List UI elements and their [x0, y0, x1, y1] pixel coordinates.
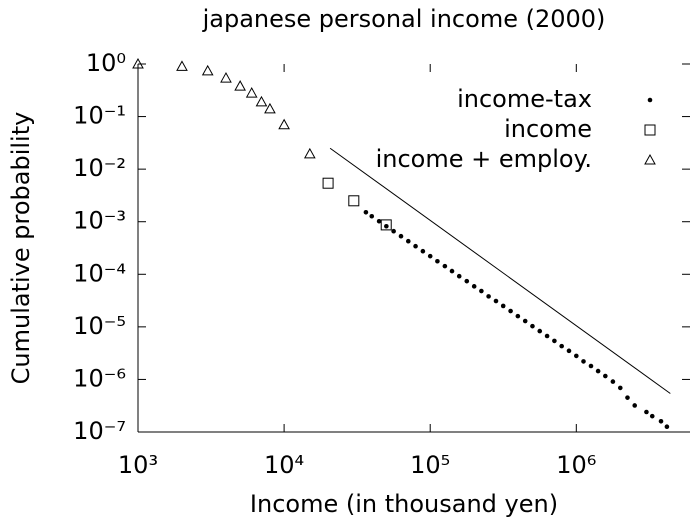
y-tick-label: 10⁻² — [73, 154, 126, 182]
data-point — [245, 87, 258, 98]
data-point — [471, 284, 477, 289]
data-point — [201, 64, 214, 76]
data-point — [220, 72, 232, 83]
data-point — [456, 273, 462, 279]
x-tick-label: 10⁵ — [410, 451, 450, 479]
y-axis-label: Cumulative probability — [7, 112, 35, 385]
data-point — [405, 238, 411, 244]
data-point — [530, 323, 535, 329]
data-point — [493, 298, 499, 304]
data-point — [435, 258, 440, 264]
y-tick-label: 10⁰ — [86, 49, 126, 77]
data-point — [264, 102, 276, 114]
data-point — [566, 348, 572, 354]
data-point — [363, 210, 369, 215]
data-point — [376, 218, 382, 224]
data-point — [132, 57, 144, 69]
data-point — [380, 219, 392, 231]
data-point — [610, 379, 616, 384]
data-point — [486, 294, 491, 299]
data-point — [632, 403, 638, 408]
data-point — [644, 409, 649, 415]
data-point — [500, 303, 506, 309]
x-tick-label: 10³ — [118, 451, 158, 479]
data-point — [420, 248, 426, 254]
legend-marker — [644, 124, 656, 136]
legend-label: income + employ. — [376, 145, 592, 173]
x-axis-label: Income (in thousand yen) — [250, 490, 558, 518]
data-point — [515, 313, 521, 319]
x-tick-label: 10⁶ — [556, 451, 596, 479]
data-point — [537, 328, 543, 334]
data-point — [176, 60, 188, 71]
data-point — [552, 338, 557, 344]
y-tick-label: 10⁻³ — [73, 207, 126, 235]
legend-marker — [647, 97, 653, 103]
data-point — [595, 368, 601, 374]
data-point — [303, 147, 316, 159]
data-point — [479, 288, 484, 294]
legend-label: income-tax — [457, 85, 592, 113]
data-point — [255, 95, 268, 107]
data-point — [427, 253, 433, 259]
data-point — [581, 359, 586, 364]
data-point — [658, 418, 664, 424]
data-point — [649, 413, 655, 419]
data-point — [464, 278, 470, 284]
y-tick-label: 10⁻⁵ — [73, 312, 126, 340]
data-point — [413, 243, 418, 249]
data-point — [544, 333, 550, 339]
data-point — [322, 177, 334, 189]
y-tick-label: 10⁻⁴ — [73, 259, 126, 287]
data-point — [508, 308, 513, 314]
data-point — [442, 263, 448, 269]
data-point — [449, 268, 455, 274]
legend-marker — [644, 153, 656, 165]
data-point — [348, 195, 360, 207]
data-point — [278, 118, 290, 130]
x-tick-label: 10⁴ — [264, 451, 304, 479]
data-point — [369, 213, 375, 219]
y-tick-label: 10⁻⁷ — [73, 417, 126, 445]
reference-line — [329, 147, 671, 394]
data-point — [603, 373, 608, 379]
data-point — [384, 223, 389, 229]
data-point — [625, 395, 630, 400]
y-tick-label: 10⁻¹ — [73, 102, 126, 130]
data-point — [588, 363, 594, 369]
data-point — [664, 424, 670, 430]
data-point — [559, 343, 564, 349]
legend-label: income — [504, 115, 592, 143]
data-point — [617, 385, 623, 391]
data-point — [574, 353, 579, 359]
data-point — [522, 318, 528, 324]
data-point — [398, 233, 404, 239]
y-tick-label: 10⁻⁶ — [73, 364, 126, 392]
data-point — [234, 80, 246, 91]
chart-title: japanese personal income (2000) — [202, 5, 606, 33]
data-point — [391, 228, 396, 234]
